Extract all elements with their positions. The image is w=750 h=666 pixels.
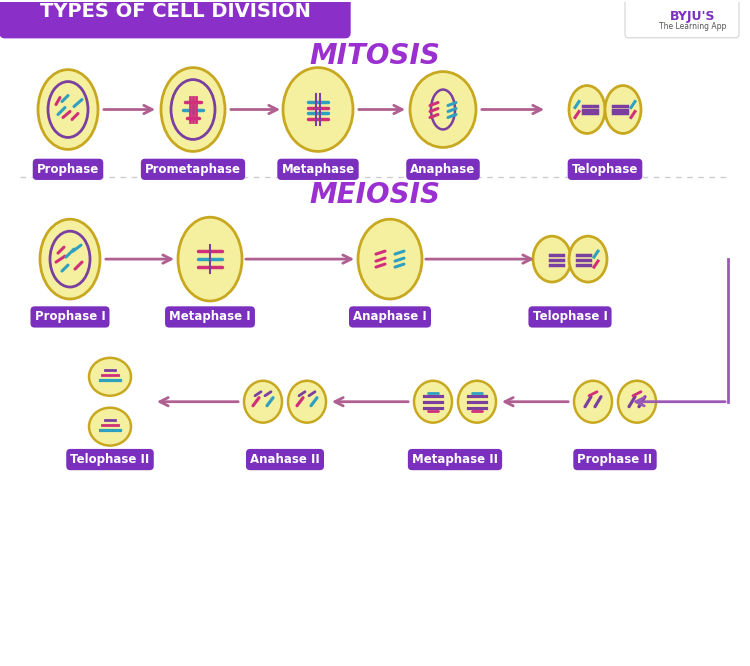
Ellipse shape [178,217,242,301]
Text: Anahase II: Anahase II [250,453,320,466]
Text: Prophase: Prophase [37,163,99,176]
Ellipse shape [38,70,98,149]
Ellipse shape [288,381,326,423]
Text: Prophase II: Prophase II [578,453,652,466]
Ellipse shape [40,219,100,299]
Ellipse shape [410,72,476,147]
Ellipse shape [244,381,282,423]
Text: TYPES OF CELL DIVISION: TYPES OF CELL DIVISION [40,2,310,21]
Ellipse shape [414,381,452,423]
Ellipse shape [161,68,225,151]
Ellipse shape [533,236,571,282]
Ellipse shape [605,85,641,133]
Text: Metaphase: Metaphase [281,163,355,176]
Text: MITOSIS: MITOSIS [310,42,440,70]
Text: Metaphase II: Metaphase II [412,453,498,466]
Ellipse shape [618,381,656,423]
FancyBboxPatch shape [625,0,739,38]
Text: Prophase I: Prophase I [34,310,105,324]
Ellipse shape [89,358,131,396]
Text: Prometaphase: Prometaphase [145,163,241,176]
Text: Metaphase I: Metaphase I [170,310,250,324]
Text: Anaphase I: Anaphase I [353,310,427,324]
Ellipse shape [458,381,496,423]
Ellipse shape [283,68,353,151]
Text: BYJU'S: BYJU'S [670,10,716,23]
Text: MEIOSIS: MEIOSIS [310,181,440,209]
Ellipse shape [569,236,607,282]
Ellipse shape [89,408,131,446]
Text: The Learning App: The Learning App [659,22,727,31]
Text: Anaphase: Anaphase [410,163,476,176]
Ellipse shape [358,219,422,299]
Text: Telophase I: Telophase I [532,310,608,324]
Text: Telophase: Telophase [572,163,638,176]
Ellipse shape [569,85,605,133]
Text: Telophase II: Telophase II [70,453,149,466]
FancyBboxPatch shape [0,0,350,38]
Ellipse shape [574,381,612,423]
